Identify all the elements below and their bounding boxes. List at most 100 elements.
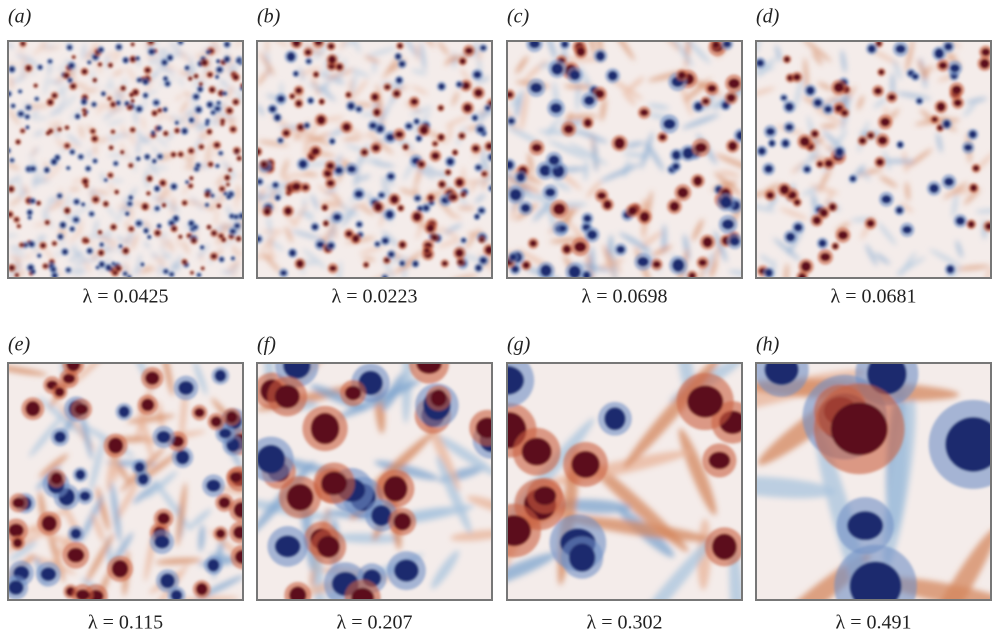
- vortex-core: [229, 472, 242, 483]
- vortex-core: [277, 95, 285, 103]
- vortex-core: [111, 560, 129, 578]
- streak: [167, 238, 174, 253]
- streak: [507, 552, 557, 590]
- streak: [619, 534, 716, 600]
- streak: [366, 47, 397, 57]
- streak: [411, 69, 428, 75]
- vortex-core: [228, 168, 232, 172]
- streak: [590, 245, 595, 278]
- streak: [801, 185, 821, 196]
- streak: [163, 201, 180, 214]
- vorticity-field: [756, 41, 991, 278]
- streak: [775, 45, 782, 62]
- vortex-core: [445, 170, 451, 175]
- streak: [8, 41, 15, 49]
- vortex-core: [403, 144, 409, 150]
- vortex-core: [92, 197, 99, 203]
- vortex-core: [378, 192, 385, 198]
- vortex-core: [455, 249, 464, 258]
- vortex-core: [561, 41, 569, 48]
- vortex-core: [399, 61, 406, 67]
- vortex-core: [82, 108, 87, 112]
- streak: [890, 72, 895, 97]
- panel-caption: λ = 0.0223: [332, 286, 418, 308]
- vortex-core: [292, 41, 301, 47]
- vortex-core: [211, 253, 217, 259]
- vortex-core: [15, 139, 21, 144]
- streak: [351, 202, 370, 209]
- vortex-core: [224, 56, 230, 63]
- vortex-core: [595, 89, 605, 99]
- streak: [161, 235, 167, 251]
- panel-caption: λ = 0.0698: [582, 286, 668, 308]
- vortex-core: [263, 208, 271, 215]
- streak: [169, 115, 187, 123]
- vortex-core: [111, 130, 115, 134]
- vortex-core: [969, 130, 977, 139]
- vortex-core: [295, 100, 302, 107]
- vortex-core: [896, 207, 903, 214]
- streak: [8, 64, 19, 67]
- streak: [259, 51, 275, 76]
- vortex-core: [29, 241, 35, 247]
- vortex-core: [57, 193, 62, 198]
- streak: [42, 169, 59, 182]
- streak: [56, 63, 68, 72]
- streak: [713, 171, 742, 196]
- vortex-core: [485, 105, 491, 111]
- streak: [178, 70, 190, 76]
- streak: [176, 482, 187, 547]
- vortex-core: [63, 373, 75, 384]
- streak: [97, 236, 118, 244]
- vortex-core: [152, 110, 157, 116]
- streak: [364, 55, 380, 63]
- vortex-core: [723, 41, 731, 48]
- panel-caption: λ = 0.207: [337, 612, 413, 634]
- vortex-core: [304, 49, 312, 56]
- streak: [177, 77, 185, 87]
- vortex-core: [509, 189, 522, 201]
- vortex-core: [215, 164, 220, 168]
- vortex-core: [529, 41, 540, 49]
- streak: [464, 233, 476, 249]
- streak: [32, 104, 50, 108]
- streak: [518, 192, 546, 200]
- streak: [126, 414, 175, 424]
- vortex-core: [781, 95, 787, 101]
- vortex-core: [327, 242, 335, 249]
- vortex-core: [52, 241, 57, 246]
- vortex-core: [37, 65, 43, 70]
- vortex-core: [867, 363, 907, 395]
- streak: [370, 135, 394, 155]
- streak: [227, 260, 239, 272]
- streak: [438, 226, 460, 239]
- streak: [130, 131, 135, 146]
- vortex-core: [109, 145, 114, 150]
- vortex-core: [522, 261, 530, 269]
- streak: [447, 212, 463, 219]
- streak: [52, 165, 62, 169]
- streak: [158, 262, 163, 276]
- streak: [188, 508, 212, 529]
- vortex-core: [33, 83, 38, 88]
- vortex-core: [944, 177, 954, 186]
- vortex-core: [234, 223, 240, 228]
- vortex-core: [289, 94, 295, 99]
- vortex-core: [614, 137, 625, 149]
- streak: [95, 59, 102, 74]
- streak: [302, 248, 327, 270]
- streak: [33, 130, 45, 136]
- vortex-core: [329, 265, 337, 272]
- streak: [791, 161, 806, 174]
- vortex-core: [399, 241, 406, 248]
- vortex-core: [311, 223, 318, 230]
- streak: [342, 137, 362, 141]
- vortex-core: [356, 107, 362, 112]
- vortex-core: [114, 190, 119, 194]
- streak: [474, 41, 478, 58]
- streak: [423, 164, 436, 173]
- vortex-core: [185, 65, 190, 70]
- vortex-core: [274, 384, 300, 409]
- streak: [94, 138, 110, 142]
- vortex-core: [178, 235, 183, 239]
